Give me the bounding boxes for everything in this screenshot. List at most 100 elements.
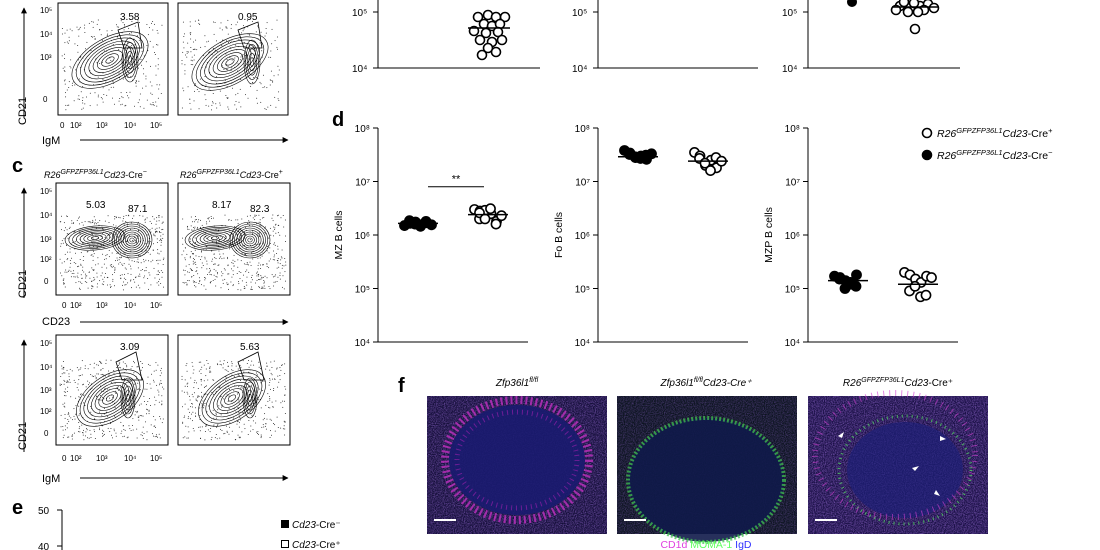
data-point — [920, 289, 932, 301]
event-dot — [278, 69, 280, 71]
event-dot — [263, 264, 265, 266]
event-dot — [157, 436, 159, 438]
event-dot — [154, 54, 156, 56]
event-dot — [250, 264, 252, 266]
event-dot — [115, 24, 117, 26]
event-dot — [136, 237, 138, 239]
event-dot — [104, 258, 106, 260]
event-dot — [156, 384, 158, 386]
event-dot — [223, 433, 225, 435]
event-dot — [93, 223, 95, 225]
event-dot — [139, 226, 141, 228]
y-tick-label: 10⁶ — [785, 231, 800, 242]
event-dot — [117, 36, 119, 38]
event-dot — [97, 373, 99, 375]
event-dot — [207, 40, 209, 42]
event-dot — [158, 272, 160, 274]
event-dot — [194, 261, 196, 263]
event-dot — [242, 30, 244, 32]
event-dot — [205, 104, 207, 106]
event-dot — [90, 405, 92, 407]
event-dot — [88, 382, 90, 384]
event-dot — [203, 405, 205, 407]
event-dot — [209, 270, 211, 272]
event-dot — [212, 93, 214, 95]
event-dot — [89, 277, 91, 279]
event-dot — [143, 73, 145, 75]
event-dot — [249, 34, 251, 36]
event-dot — [68, 36, 70, 38]
event-dot — [219, 102, 221, 104]
event-dot — [124, 267, 126, 269]
event-dot — [284, 280, 286, 282]
image-title: Zfp36l1fl/flCd23-Cre⁺ — [660, 377, 753, 389]
event-dot — [66, 381, 68, 383]
event-dot — [71, 419, 73, 421]
event-dot — [154, 230, 156, 232]
event-dot — [111, 29, 113, 31]
event-dot — [137, 388, 139, 390]
event-dot — [210, 216, 212, 218]
event-dot — [217, 424, 219, 426]
event-dot — [227, 69, 229, 71]
event-dot — [255, 243, 257, 245]
event-dot — [82, 259, 84, 261]
x-tick: 10² — [70, 121, 82, 130]
data-point — [490, 218, 502, 230]
event-dot — [257, 268, 259, 270]
event-dot — [94, 431, 96, 433]
event-dot — [76, 219, 78, 221]
event-dot — [218, 264, 220, 266]
event-dot — [222, 404, 224, 406]
event-dot — [248, 402, 250, 404]
event-dot — [271, 274, 273, 276]
contour-line — [84, 40, 136, 80]
event-dot — [283, 425, 285, 427]
event-dot — [78, 95, 80, 97]
contour-line — [236, 227, 264, 253]
event-dot — [182, 51, 184, 53]
event-dot — [235, 219, 237, 221]
event-dot — [102, 368, 104, 370]
event-dot — [146, 383, 148, 385]
event-dot — [119, 274, 121, 276]
event-dot — [63, 53, 65, 55]
event-dot — [265, 32, 267, 34]
event-dot — [241, 32, 243, 34]
event-dot — [78, 405, 80, 407]
event-dot — [184, 403, 186, 405]
event-dot — [154, 419, 156, 421]
event-dot — [231, 369, 233, 371]
event-dot — [158, 253, 160, 255]
event-dot — [155, 232, 157, 234]
event-dot — [284, 428, 286, 430]
event-dot — [186, 52, 188, 54]
event-dot — [131, 21, 133, 23]
contour-line — [188, 226, 242, 250]
event-dot — [86, 429, 88, 431]
event-dot — [114, 216, 116, 218]
event-dot — [213, 424, 215, 426]
y-tick-label: 10⁶ — [355, 231, 370, 242]
event-dot — [266, 277, 268, 279]
data-points — [468, 9, 511, 61]
event-dot — [151, 104, 153, 106]
gate-value: 3.58 — [120, 12, 140, 23]
event-dot — [79, 426, 81, 428]
event-dot — [181, 254, 183, 256]
event-dot — [250, 364, 252, 366]
event-dot — [159, 437, 161, 439]
event-dot — [161, 372, 163, 374]
event-dot — [123, 263, 125, 265]
event-dot — [75, 413, 77, 415]
event-dot — [121, 96, 123, 98]
event-dot — [85, 431, 87, 433]
event-dot — [141, 227, 143, 229]
event-dot — [68, 373, 70, 375]
event-dot — [86, 41, 88, 43]
event-dot — [64, 406, 66, 408]
event-dot — [104, 375, 106, 377]
event-dot — [110, 427, 112, 429]
